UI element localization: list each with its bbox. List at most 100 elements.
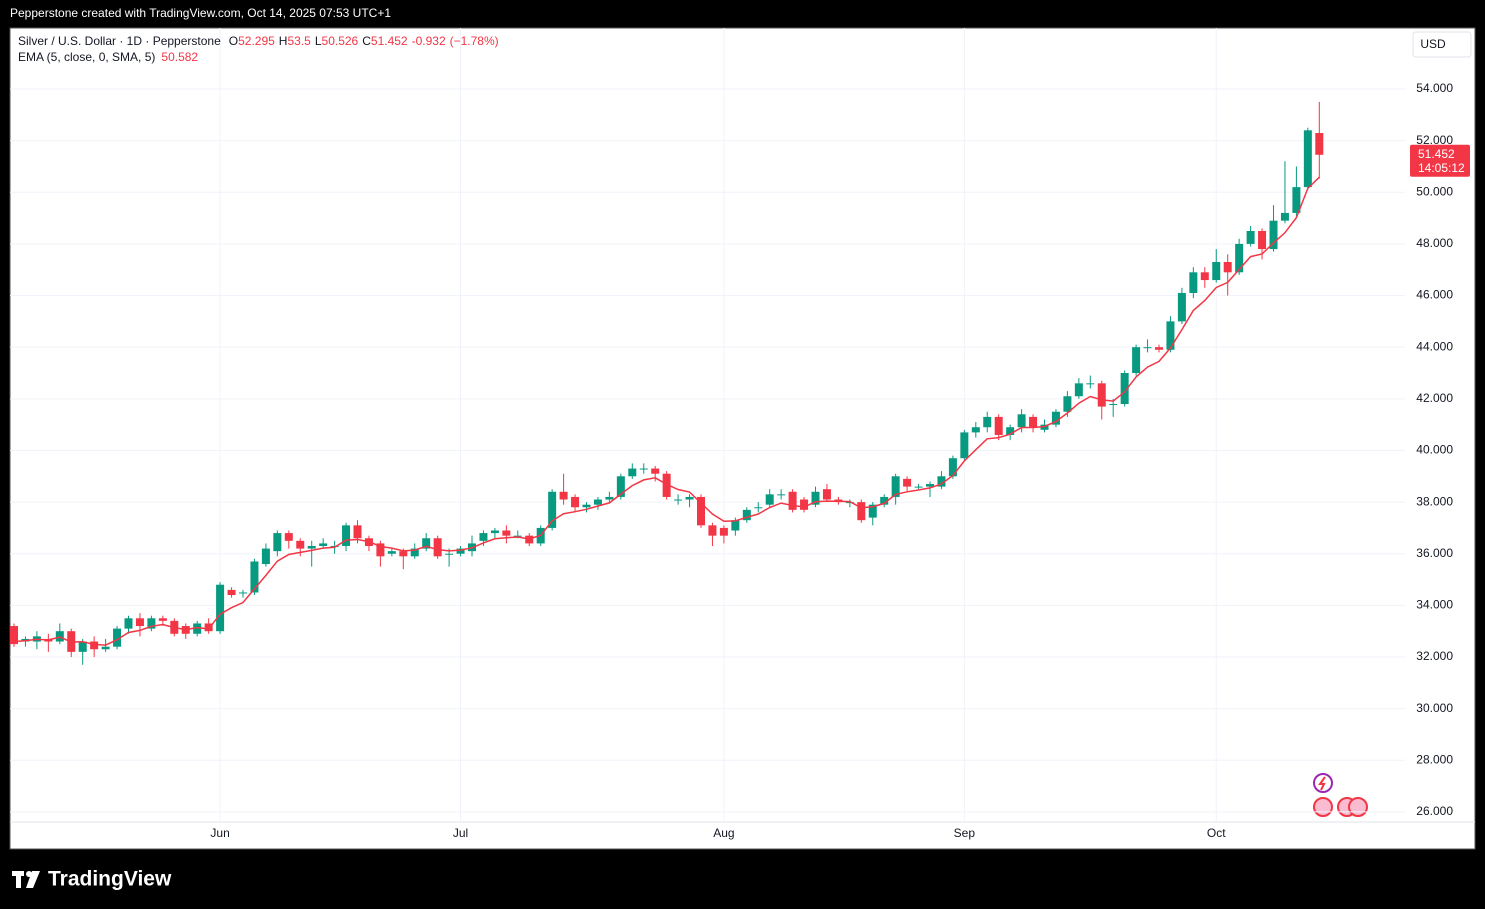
candle-body — [273, 533, 282, 552]
candle-body — [456, 548, 465, 554]
candle-body — [319, 543, 328, 546]
candle-body — [891, 476, 900, 497]
y-tick-label: 30.000 — [1416, 701, 1453, 715]
x-tick-label: Oct — [1207, 826, 1226, 840]
candle-body — [250, 561, 259, 593]
candle-body — [307, 545, 316, 549]
candle-body — [948, 458, 957, 477]
candle-body — [605, 496, 614, 500]
candle-body — [880, 496, 889, 505]
candle-body — [1303, 130, 1312, 188]
price-tag — [1410, 144, 1470, 177]
candle-body — [685, 496, 694, 500]
y-tick-label: 48.000 — [1416, 236, 1453, 250]
candle-body — [1155, 347, 1163, 350]
ohlc-value: 52.295 — [238, 34, 275, 48]
candle-body — [261, 548, 270, 565]
candle-body — [777, 494, 786, 496]
countdown: 14:05:12 — [1418, 161, 1465, 175]
candle-body — [124, 618, 133, 629]
candle-body — [1177, 292, 1186, 322]
candle-body — [1269, 220, 1278, 250]
candle-body — [193, 623, 202, 634]
candle-body — [113, 628, 122, 647]
y-tick-label: 50.000 — [1416, 184, 1453, 198]
candle-body — [445, 553, 454, 555]
y-tick-label: 36.000 — [1416, 546, 1453, 560]
candle-body — [422, 538, 431, 549]
candle-body — [135, 618, 144, 627]
candle-body — [1258, 231, 1267, 250]
price-tag-value: 51.452 — [1418, 147, 1455, 161]
candle-body — [296, 540, 305, 549]
ohlc-value: 53.5 — [287, 34, 311, 48]
candle-body — [1292, 187, 1301, 213]
candle-body — [708, 525, 717, 536]
chart-panel — [9, 27, 1476, 850]
candle-body — [811, 491, 820, 505]
candle-body — [639, 468, 648, 470]
change-percent: (−1.78%) — [450, 34, 499, 48]
candle-body — [1097, 383, 1106, 407]
y-tick-label: 42.000 — [1416, 391, 1453, 405]
ohlc-value: 51.452 — [371, 34, 408, 48]
ema-name: EMA (5, close, 0, SMA, 5) — [18, 50, 155, 64]
candle-body — [800, 499, 809, 510]
y-tick-label: 38.000 — [1416, 494, 1453, 508]
tv-logo — [12, 871, 40, 888]
ohlc-letter: H — [279, 34, 288, 48]
ema-value: 50.582 — [161, 50, 198, 64]
candle-body — [1006, 427, 1015, 435]
ohlc-letter: O — [229, 34, 238, 48]
candle-body — [731, 520, 740, 531]
ema-line — [13, 176, 1320, 646]
candle-body — [101, 646, 110, 650]
logo-text: TradingView — [48, 868, 172, 891]
y-tick-label: 28.000 — [1416, 752, 1453, 766]
ohlc-letter: C — [362, 34, 371, 48]
candle-body — [822, 489, 831, 500]
x-tick-label: Jun — [210, 826, 229, 840]
candle-body — [513, 535, 522, 537]
candle-body — [719, 527, 728, 536]
candle-body — [353, 525, 362, 539]
candle-body — [868, 504, 877, 518]
candle-body — [983, 416, 992, 428]
ohlc-value: 50.526 — [322, 34, 359, 48]
candle-body — [674, 499, 683, 501]
y-tick-label: 32.000 — [1416, 649, 1453, 663]
currency-box[interactable] — [1412, 31, 1472, 58]
candle-body — [90, 641, 99, 650]
candle-body — [914, 486, 923, 488]
y-tick-label: 52.000 — [1416, 133, 1453, 147]
x-tick-label: Jul — [453, 826, 468, 840]
candle-body — [926, 484, 934, 487]
candle-body — [216, 584, 225, 632]
candle-body — [1246, 231, 1255, 244]
candle-body — [284, 533, 293, 541]
candle-body — [788, 491, 797, 510]
candle-body — [548, 491, 557, 528]
candle-body — [582, 504, 591, 508]
candle-body — [1235, 243, 1244, 273]
candle-body — [662, 473, 671, 497]
candle-body — [571, 496, 580, 508]
candle-body — [971, 427, 980, 433]
candle-body — [147, 618, 156, 629]
candle-body — [1166, 321, 1175, 350]
candle-body — [399, 551, 408, 557]
candle-body — [1315, 133, 1324, 155]
candle-body — [593, 499, 602, 505]
candle-body — [158, 618, 167, 621]
candle-body — [502, 530, 511, 536]
legend-ema: EMA (5, close, 0, SMA, 5) 50.582 — [18, 50, 198, 64]
candle-body — [1086, 383, 1095, 385]
candle-body — [628, 468, 637, 477]
candle-body — [845, 502, 854, 504]
currency: USD — [1420, 37, 1446, 51]
candle-body — [1200, 272, 1209, 281]
candle-body — [960, 432, 969, 459]
candle-body — [1223, 261, 1232, 273]
candle-body — [204, 623, 213, 632]
